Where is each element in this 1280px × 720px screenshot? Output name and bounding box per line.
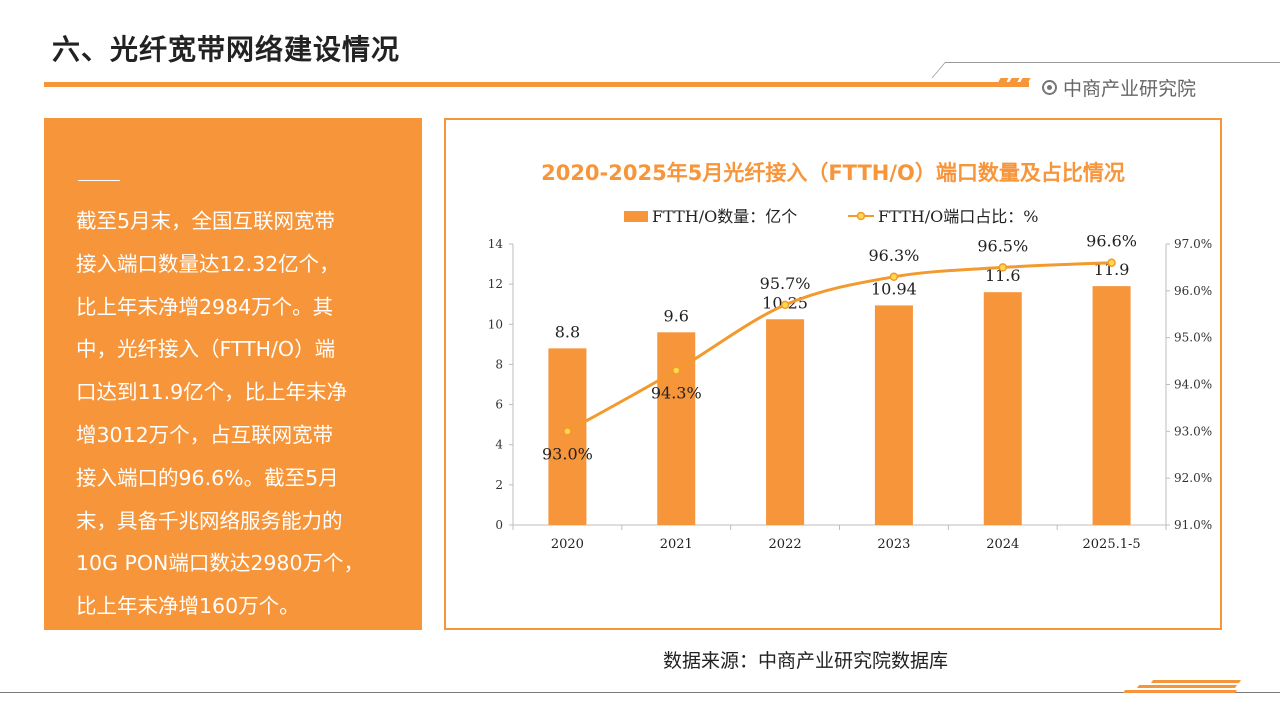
summary-line: 末，具备千兆网络服务能力的 [76,508,343,533]
line-data-label: 94.3% [651,383,702,402]
y-right-tick-label: 93.0% [1174,424,1212,438]
y-right-tick-label: 97.0% [1174,237,1212,251]
summary-line: 口达到11.9亿个，比上年末净 [76,380,348,405]
summary-panel: 截至5月末，全国互联网宽带 接入端口数量达12.32亿个， 比上年末净增2984… [44,118,422,630]
data-source: 数据来源：中商产业研究院数据库 [663,650,949,672]
summary-line: 接入端口的96.6%。截至5月 [76,465,339,490]
summary-line: 中，光纤接入（FTTH/O）端 [76,337,336,362]
bar [874,305,913,525]
summary-line: 比上年末净增160万个。 [76,594,300,619]
header-thin-diagonal [931,62,946,78]
line-point [672,366,681,375]
brand-logo-icon [1042,80,1057,95]
bar-data-label: 10.94 [871,279,917,298]
brand-name: 中商产业研究院 [1063,78,1197,100]
footer-rule [0,692,1280,693]
summary-text: 截至5月末，全国互联网宽带 接入端口数量达12.32亿个， 比上年末净增2984… [76,200,396,628]
y-left-tick-label: 4 [495,438,503,452]
summary-line: 比上年末净增2984万个。其 [76,294,334,319]
line-point [780,300,790,310]
line-data-label: 96.3% [869,246,920,265]
panel-dash-decoration [78,180,120,181]
y-right-tick-label: 91.0% [1174,518,1212,532]
summary-line: 截至5月末，全国互联网宽带 [76,209,336,233]
line-point [563,427,572,436]
x-tick-label: 2021 [660,537,693,552]
legend-bar-swatch [624,211,648,222]
y-right-tick-label: 96.0% [1174,284,1212,298]
page-title: 六、光纤宽带网络建设情况 [52,33,401,66]
chart-canvas: 2020-2025年5月光纤接入（FTTH/O）端口数量及占比情况 FTTH/O数… [488,161,1212,552]
line-data-label: 96.6% [1086,232,1137,251]
y-left-tick-label: 10 [488,317,503,331]
y-left-tick-label: 0 [495,518,503,532]
y-left-tick-label: 8 [495,357,503,371]
legend-line-marker [856,211,866,221]
title-underline [44,82,1029,87]
legend-line-label: FTTH/O端口占比：% [878,207,1038,226]
bar-data-label: 8.8 [555,322,580,341]
chart-frame: 2020-2025年5月光纤接入（FTTH/O）端口数量及占比情况 FTTH/O数… [444,118,1222,630]
legend-bar-label: FTTH/O数量：亿个 [652,207,797,226]
y-left-tick-label: 14 [488,237,504,251]
x-tick-label: 2020 [551,537,584,552]
brand: 中商产业研究院 [1042,74,1196,101]
y-left-tick-label: 2 [495,478,503,492]
chart-title: 2020-2025年5月光纤接入（FTTH/O）端口数量及占比情况 [541,161,1125,185]
bar-data-label: 9.6 [664,306,689,325]
footer-stripes-decoration [1112,680,1242,694]
summary-line: 10G PON端口数达2980万个， [76,551,364,576]
x-tick-label: 2022 [769,537,802,552]
x-tick-label: 2024 [986,537,1019,552]
bar [766,319,805,525]
y-right-tick-label: 95.0% [1174,331,1212,345]
y-left-tick-label: 6 [495,398,503,412]
x-tick-label: 2025.1-5 [1083,537,1141,552]
series-line [566,261,1112,433]
bar [1092,286,1131,525]
summary-line: 增3012万个，占互联网宽带 [76,422,334,447]
header-stripes-decoration [995,78,1031,87]
line-data-label: 95.7% [760,274,811,293]
y-right-tick-label: 92.0% [1174,471,1212,485]
header-thin-rule [945,62,1280,63]
line-data-label: 93.0% [542,444,593,463]
y-left-tick-label: 12 [488,277,503,291]
x-tick-label: 2023 [877,537,910,552]
y-right-tick-label: 94.0% [1174,378,1212,392]
line-point [889,272,899,282]
bar [983,292,1022,525]
bar-data-label: 11.9 [1094,260,1130,279]
line-point [998,263,1007,272]
summary-line: 接入端口数量达12.32亿个， [76,251,340,276]
bar [548,348,587,525]
line-data-label: 96.5% [977,236,1028,255]
bar-data-label: 11.6 [985,266,1021,285]
line-point [1107,258,1116,267]
